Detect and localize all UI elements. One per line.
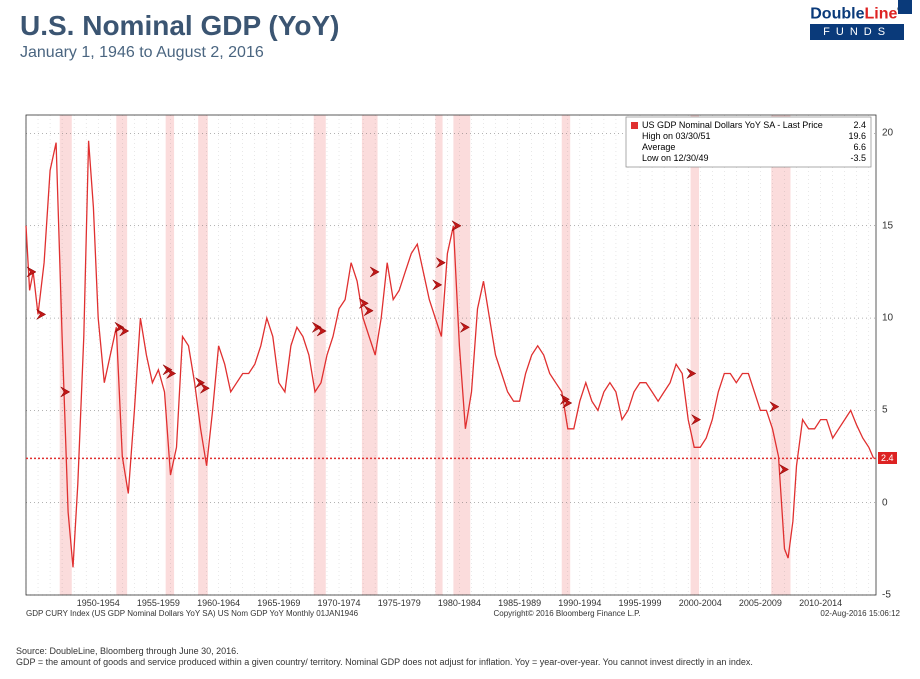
x-tick-label: 2005-2009	[739, 598, 782, 608]
y-tick-label: 10	[882, 313, 893, 324]
footer-line1: Source: DoubleLine, Bloomberg through Ju…	[16, 646, 753, 658]
svg-text:-3.5: -3.5	[850, 153, 866, 163]
chart-svg: US GDP Nominal Dollars YoY SA - Last Pri…	[16, 95, 904, 615]
footer: Source: DoubleLine, Bloomberg through Ju…	[16, 646, 753, 669]
x-tick-label: 1995-1999	[618, 598, 661, 608]
x-tick-label: 1985-1989	[498, 598, 541, 608]
svg-text:US GDP Nominal Dollars YoY SA: US GDP Nominal Dollars YoY SA - Last Pri…	[642, 120, 823, 130]
svg-text:Low on 12/30/49: Low on 12/30/49	[642, 153, 709, 163]
y-tick-label: 5	[882, 405, 888, 416]
x-tick-label: 2000-2004	[679, 598, 722, 608]
y-tick-label: -5	[882, 590, 891, 601]
svg-text:6.6: 6.6	[853, 142, 866, 152]
y-tick-label: 0	[882, 497, 888, 508]
bottom-copyright: Copyright© 2016 Bloomberg Finance L.P.	[494, 609, 641, 618]
x-tick-label: 1960-1964	[197, 598, 240, 608]
chart-subtitle: January 1, 1946 to August 2, 2016	[20, 44, 900, 62]
y-tick-label: 15	[882, 220, 893, 231]
x-tick-label: 1965-1969	[257, 598, 300, 608]
x-tick-label: 1950-1954	[77, 598, 120, 608]
logo-part2: Line	[864, 5, 897, 22]
svg-text:Average: Average	[642, 142, 675, 152]
last-value-tag: 2.4	[878, 452, 897, 464]
footer-line2: GDP = the amount of goods and service pr…	[16, 657, 753, 669]
x-tick-label: 1970-1974	[317, 598, 360, 608]
bottom-timestamp: 02-Aug-2016 15:06:12	[820, 609, 900, 618]
logo-part1: Double	[810, 5, 864, 22]
chart-area: US GDP Nominal Dollars YoY SA - Last Pri…	[16, 95, 904, 615]
x-tick-label: 1955-1959	[137, 598, 180, 608]
y-tick-label: 20	[882, 128, 893, 139]
x-tick-label: 1975-1979	[378, 598, 421, 608]
logo-funds: FUNDS	[810, 24, 904, 40]
logo: DoubleLine® FUNDS	[810, 4, 904, 40]
svg-text:19.6: 19.6	[848, 131, 866, 141]
bottom-left-text: GDP CURY Index (US GDP Nominal Dollars Y…	[26, 609, 358, 618]
x-tick-label: 1980-1984	[438, 598, 481, 608]
svg-text:2.4: 2.4	[853, 120, 866, 130]
x-tick-label: 2010-2014	[799, 598, 842, 608]
svg-text:High on 03/30/51: High on 03/30/51	[642, 131, 711, 141]
chart-title: U.S. Nominal GDP (YoY)	[20, 10, 900, 42]
logo-square2-icon	[898, 0, 912, 14]
x-tick-label: 1990-1994	[558, 598, 601, 608]
